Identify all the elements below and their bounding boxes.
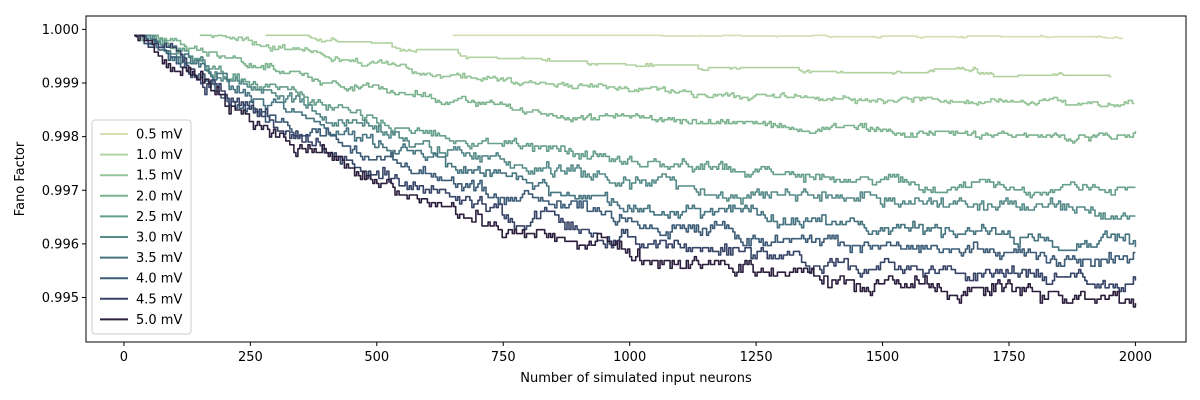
y-tick-label: 0.995 [42, 291, 79, 306]
legend-label: 0.5 mV [136, 128, 182, 143]
x-tick-label: 1750 [992, 350, 1025, 365]
legend-label: 2.5 mV [136, 210, 182, 225]
legend-label: 1.5 mV [136, 169, 182, 184]
x-axis-label: Number of simulated input neurons [520, 371, 752, 386]
legend-label: 3.5 mV [136, 251, 182, 266]
x-tick-label: 1000 [613, 350, 646, 365]
series-line [134, 34, 1137, 293]
plot-frame [85, 15, 1187, 343]
series-line [452, 34, 1123, 40]
x-tick-label: 500 [364, 350, 389, 365]
series-line [134, 34, 1137, 252]
y-tick-label: 0.998 [42, 130, 79, 145]
legend-box [91, 119, 192, 335]
legend: 0.5 mV 1.0 mV 1.5 mV 2.0 mV 2.5 mV 3.0 mV 3.5 … [91, 119, 192, 335]
y-tick-label: 0.997 [42, 184, 79, 199]
x-tick-label: 2000 [1119, 350, 1152, 365]
x-tick-label: 1500 [866, 350, 899, 365]
x-tick-label: 250 [238, 350, 263, 365]
legend-label: 1.0 mV [136, 148, 182, 163]
x-tick-label: 1250 [740, 350, 773, 365]
legend-label: 5.0 mV [136, 313, 182, 328]
series-line [134, 34, 1137, 144]
series-line [265, 34, 1112, 78]
legend-label: 2.0 mV [136, 189, 182, 204]
legend-label: 4.0 mV [136, 272, 182, 287]
series-line [134, 34, 1137, 308]
series-line [199, 34, 1135, 108]
series-line [134, 34, 1136, 199]
y-tick-label: 0.999 [42, 77, 79, 92]
y-tick-label: 0.996 [42, 237, 79, 252]
x-axis: 0 250 500 750 1000 1250 1500 1750 2000 [120, 342, 1152, 365]
y-axis-label: Fano Factor [13, 141, 28, 216]
series-line [134, 34, 1136, 220]
plot-area [85, 15, 1187, 343]
x-tick-label: 0 [120, 350, 128, 365]
y-tick-label: 1.000 [42, 23, 79, 38]
y-axis: 0.995 0.996 0.997 0.998 0.999 1.000 [42, 23, 86, 306]
legend-label: 3.0 mV [136, 231, 182, 246]
series-layer [134, 34, 1137, 308]
legend-label: 4.5 mV [136, 292, 182, 307]
x-tick-label: 750 [491, 350, 516, 365]
